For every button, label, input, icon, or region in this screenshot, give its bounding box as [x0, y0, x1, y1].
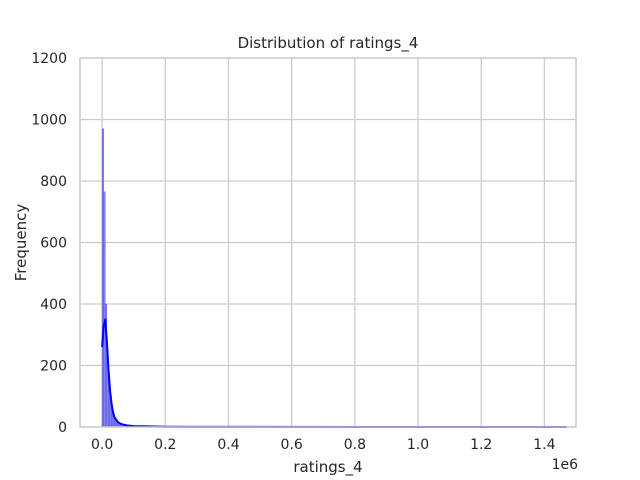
x-tick-label: 0.8: [344, 437, 366, 453]
plot-frame: [79, 57, 577, 428]
kde-curve: [101, 318, 567, 428]
x-axis-offset-text: 1e6: [552, 457, 579, 473]
kde-line: [101, 318, 567, 428]
y-tick-label: 800: [40, 174, 67, 190]
y-tick-label: 600: [40, 236, 67, 252]
y-tick-label: 400: [40, 297, 67, 313]
x-tick-label: 0.2: [154, 437, 176, 453]
x-tick-label: 1.4: [533, 437, 555, 453]
histogram-bars: [101, 128, 134, 428]
x-tick-label: 1.0: [407, 437, 429, 453]
y-tick-label: 0: [58, 420, 67, 436]
y-tick-label: 200: [40, 359, 67, 375]
x-tick-label: 1.2: [470, 437, 492, 453]
chart-title: Distribution of ratings_4: [238, 34, 419, 53]
y-tick-labels: 0 200 400 600 800 1000 1200: [31, 51, 67, 436]
histogram-bar: [101, 128, 104, 428]
y-tick-label: 1000: [31, 113, 67, 129]
x-tick-label: 0.6: [281, 437, 303, 453]
x-tick-labels: 0.0 0.2 0.4 0.6 0.8 1.0 1.2 1.4: [91, 437, 556, 453]
x-tick-label: 0.0: [91, 437, 113, 453]
x-axis-label: ratings_4: [293, 458, 362, 477]
x-tick-label: 0.4: [217, 437, 239, 453]
y-tick-label: 1200: [31, 51, 67, 67]
histogram-bar: [103, 191, 106, 428]
grid: [80, 57, 576, 428]
y-axis-label: Frequency: [12, 204, 30, 282]
